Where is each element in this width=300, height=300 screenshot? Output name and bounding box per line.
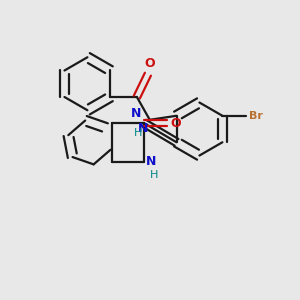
Text: N: N (131, 107, 141, 120)
Text: H: H (150, 170, 159, 180)
Text: N: N (137, 122, 148, 135)
Text: Br: Br (249, 111, 263, 121)
Text: O: O (171, 117, 181, 130)
Text: N: N (146, 155, 156, 168)
Text: O: O (144, 57, 155, 70)
Text: H: H (134, 128, 142, 138)
